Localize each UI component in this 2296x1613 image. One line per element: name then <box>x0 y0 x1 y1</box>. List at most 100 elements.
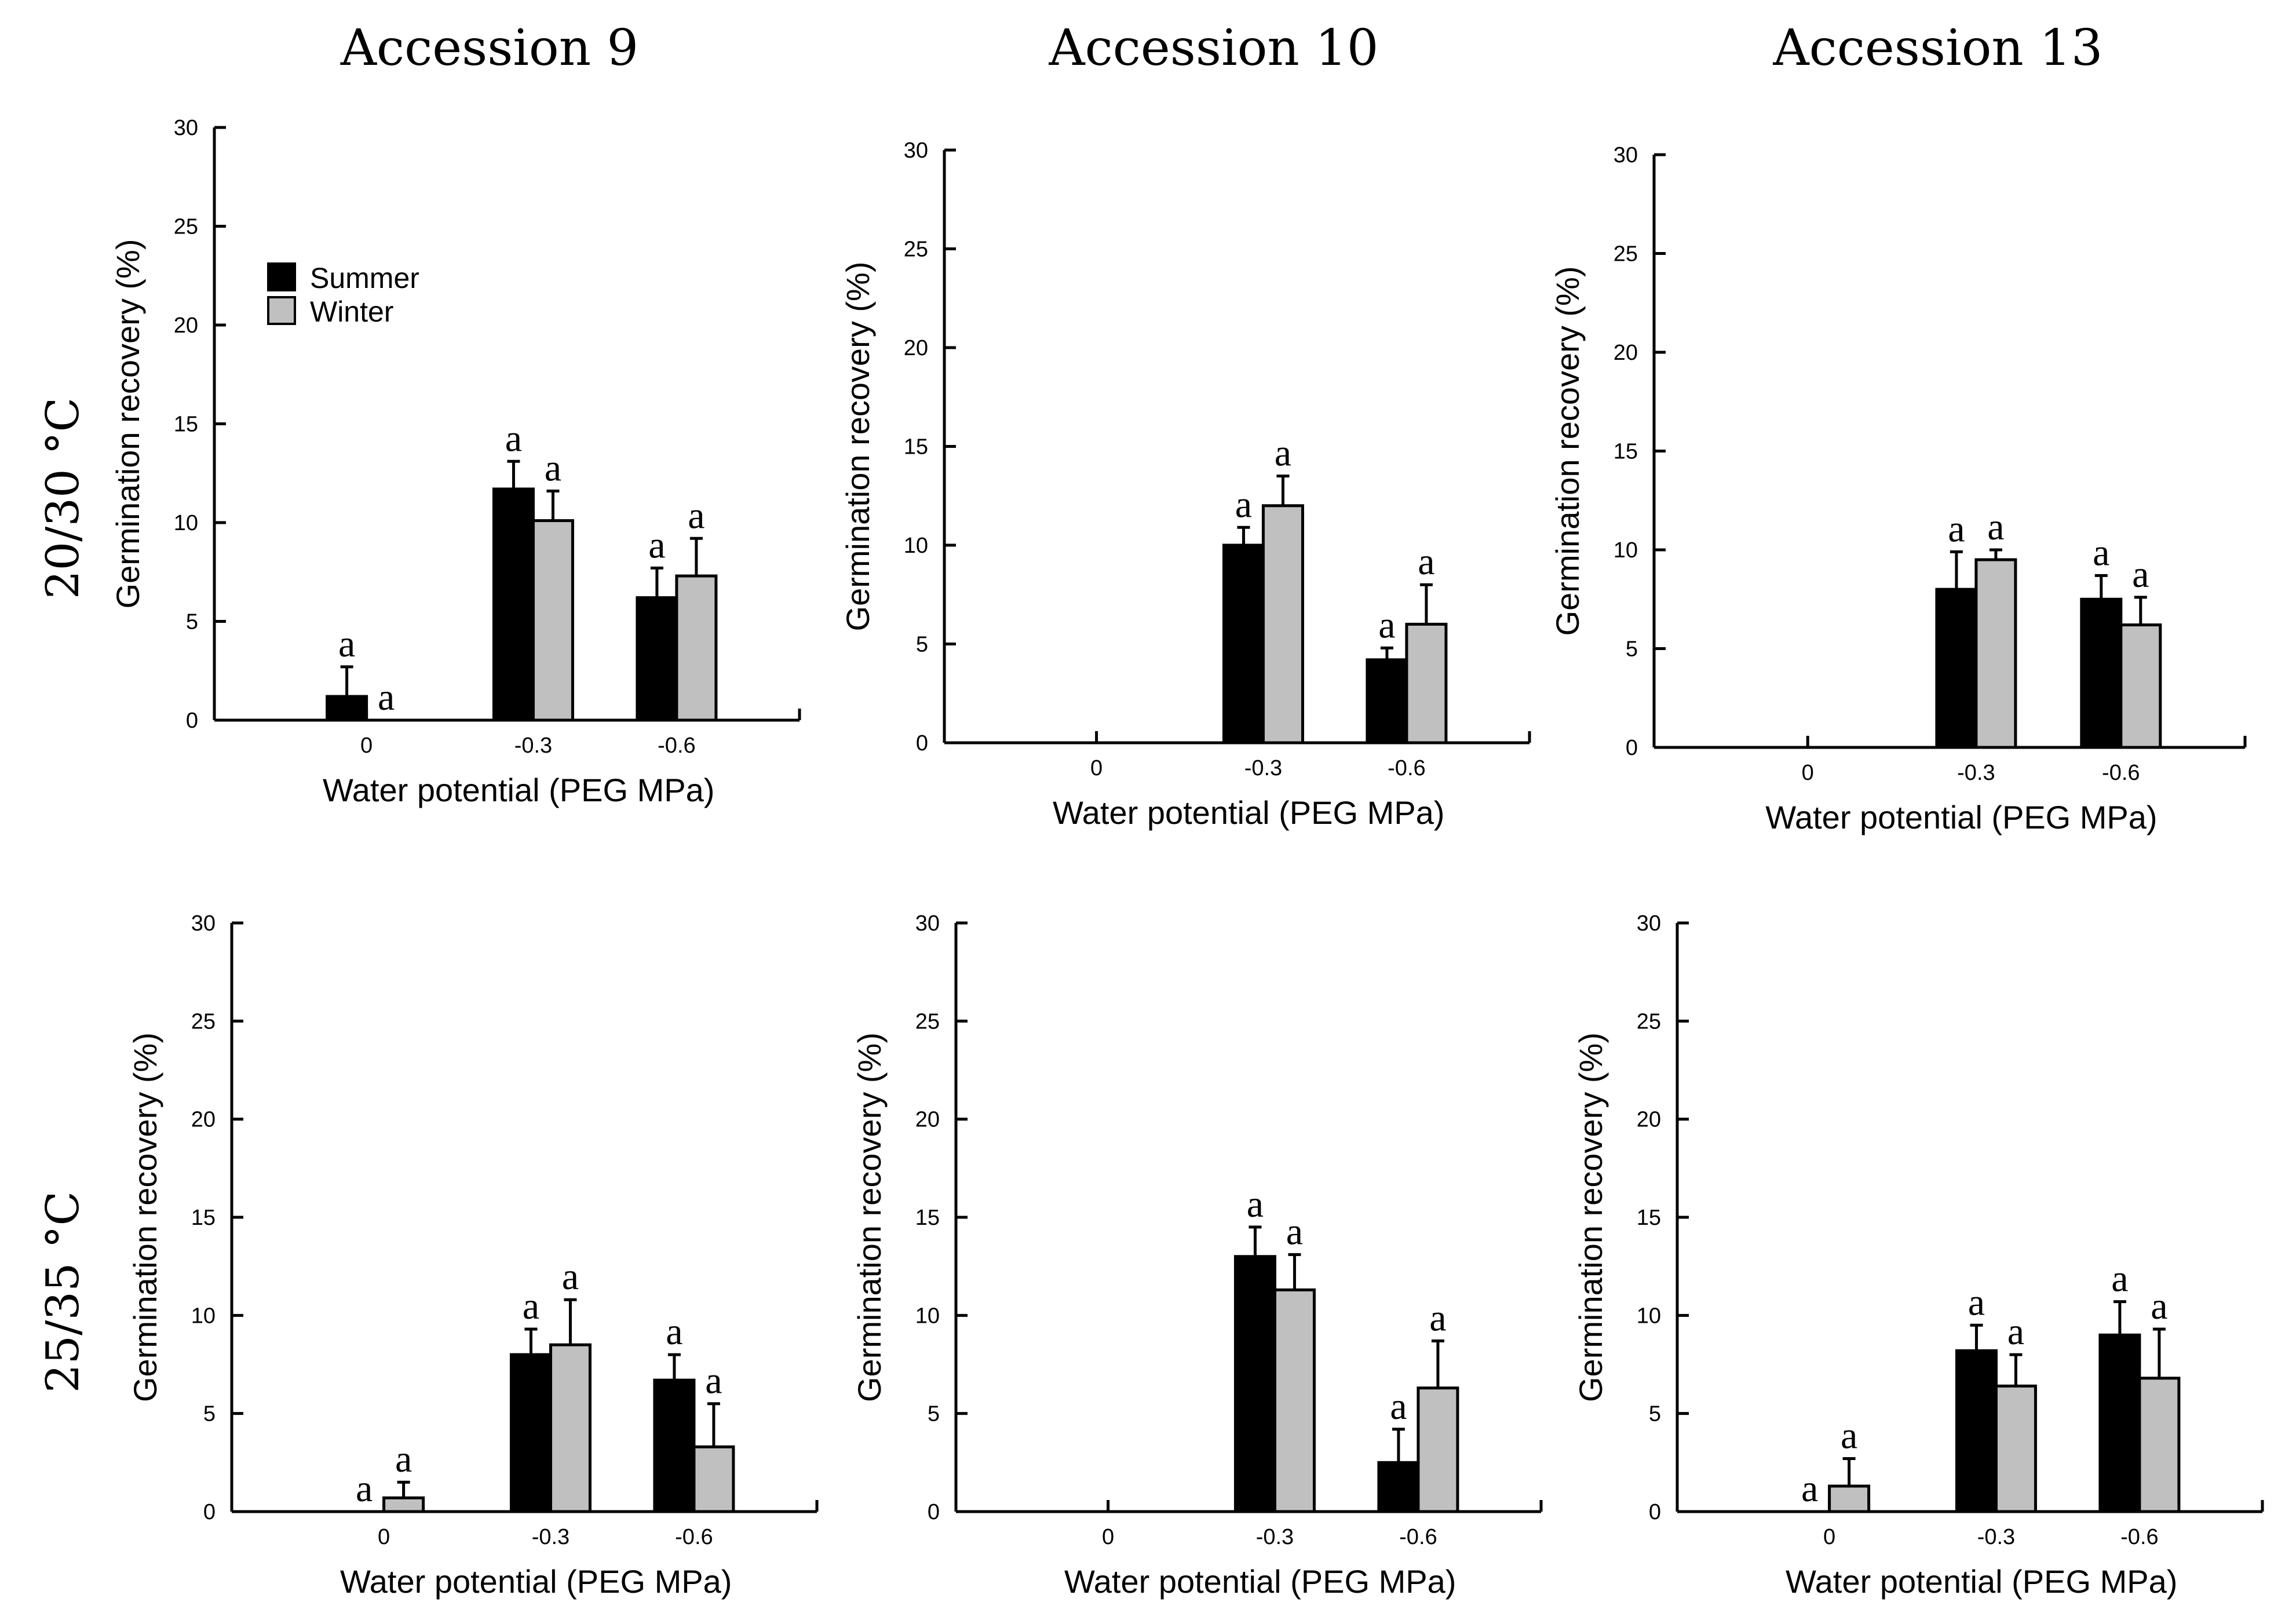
significance-label: a <box>378 676 395 718</box>
x-tick-label: -0.3 <box>1977 1525 2015 1549</box>
significance-label: a <box>1841 1415 1857 1457</box>
x-axis-label: Water potential (PEG MPa) <box>1064 1563 1456 1600</box>
bar-summer <box>1233 1255 1276 1513</box>
y-tick-label: 10 <box>174 511 198 535</box>
y-tick-label: 10 <box>191 1304 216 1328</box>
bar-winter <box>2119 623 2162 749</box>
bar-winter <box>1405 622 1448 745</box>
significance-label: a <box>2111 1258 2128 1300</box>
x-tick-label: -0.6 <box>1399 1525 1437 1549</box>
x-tick-label: 0 <box>1090 756 1103 780</box>
significance-label: a <box>1390 1385 1407 1428</box>
y-tick-label: 15 <box>191 1206 216 1230</box>
y-tick-label: 15 <box>904 435 928 459</box>
column-title-accession-9: Accession 9 <box>340 19 638 77</box>
legend-label-winter: Winter <box>310 295 393 328</box>
bar-summer <box>2080 597 2123 749</box>
x-tick-label: -0.6 <box>2102 761 2140 785</box>
y-tick-label: 15 <box>1637 1206 1661 1230</box>
y-tick-label: 25 <box>174 215 198 239</box>
bar-winter <box>531 519 574 722</box>
y-tick-label: 0 <box>1649 1500 1661 1524</box>
y-tick-label: 5 <box>186 610 198 634</box>
bar-summer <box>636 596 678 722</box>
y-tick-label: 10 <box>915 1304 940 1328</box>
bar-summer <box>509 1353 552 1513</box>
y-axis-label: Germination recovery (%) <box>1549 267 1586 636</box>
bar-winter <box>549 1343 592 1513</box>
y-axis-label: Germination recovery (%) <box>109 239 146 609</box>
y-axis-label: Germination recovery (%) <box>839 262 876 632</box>
significance-label: a <box>1948 508 1965 550</box>
x-tick-label: -0.6 <box>675 1525 713 1549</box>
significance-label: a <box>648 524 665 566</box>
x-axis-label: Water potential (PEG MPa) <box>1765 799 2157 835</box>
bar-winter <box>1261 504 1304 745</box>
y-tick-label: 20 <box>174 313 198 338</box>
significance-label: a <box>2093 531 2109 574</box>
bar-summer <box>1222 543 1265 745</box>
x-tick-label: 0 <box>378 1525 390 1549</box>
y-tick-label: 0 <box>1626 736 1638 760</box>
significance-label: a <box>562 1256 579 1298</box>
bar-winter <box>2138 1377 2181 1513</box>
bar-summer <box>653 1378 696 1513</box>
x-tick-label: 0 <box>360 733 373 758</box>
y-tick-label: 0 <box>916 731 928 756</box>
significance-label: a <box>2151 1285 2167 1327</box>
bar-winter <box>1828 1484 1871 1513</box>
bar-summer <box>326 695 368 722</box>
x-tick-label: 0 <box>1823 1525 1835 1549</box>
y-tick-label: 10 <box>1637 1304 1661 1328</box>
column-title-accession-13: Accession 13 <box>1772 19 2102 77</box>
x-tick-label: 0 <box>1102 1525 1114 1549</box>
bar-winter <box>382 1496 425 1513</box>
bar-winter <box>675 574 718 722</box>
y-tick-label: 25 <box>1614 242 1638 267</box>
bar-summer <box>492 487 535 722</box>
x-tick-label: -0.3 <box>1957 761 1995 785</box>
y-tick-label: 15 <box>174 413 198 437</box>
significance-label: a <box>666 1311 682 1353</box>
y-tick-label: 10 <box>1614 538 1638 563</box>
significance-label: a <box>2007 1311 2024 1353</box>
y-tick-label: 20 <box>1614 341 1638 365</box>
y-axis-label: Germination recovery (%) <box>851 1032 888 1402</box>
y-tick-label: 30 <box>915 911 940 936</box>
y-tick-label: 30 <box>1637 911 1661 936</box>
significance-label: a <box>1429 1297 1446 1339</box>
significance-label: a <box>1378 604 1395 646</box>
significance-label: a <box>545 447 561 489</box>
bar-summer <box>1935 587 1978 749</box>
y-tick-label: 25 <box>1637 1009 1661 1034</box>
significance-label: a <box>1987 506 2004 548</box>
significance-label: a <box>395 1438 412 1480</box>
significance-label: a <box>505 417 522 459</box>
y-tick-label: 5 <box>928 1402 940 1426</box>
y-tick-label: 5 <box>1626 637 1638 662</box>
x-axis-label: Water potential (PEG MPa) <box>1053 794 1444 831</box>
row-label-25-35: 25/35 °C <box>37 1191 89 1393</box>
y-tick-label: 20 <box>915 1108 940 1132</box>
y-tick-label: 30 <box>174 116 198 140</box>
panel-3: 0 5 10 15 20 25 30 Germination recovery (%) 0 -0.… <box>1549 143 2247 835</box>
x-tick-label: 0 <box>1802 761 1814 785</box>
significance-label: a <box>2132 553 2149 596</box>
legend-swatch-winter <box>267 296 296 325</box>
significance-label: a <box>1235 483 1252 525</box>
y-tick-label: 20 <box>1637 1108 1661 1132</box>
y-tick-label: 25 <box>191 1009 216 1034</box>
y-tick-label: 30 <box>191 911 216 936</box>
x-tick-label: -0.6 <box>2120 1525 2158 1549</box>
y-tick-label: 0 <box>186 709 198 733</box>
legend-swatch-summer <box>267 262 296 291</box>
significance-label: a <box>1418 541 1434 583</box>
legend-label-summer: Summer <box>310 262 419 294</box>
y-axis-label: Germination recovery (%) <box>127 1032 163 1402</box>
panel-2: 0 5 10 15 20 25 30 Germination recovery (%) 0 -0.… <box>839 138 1531 831</box>
